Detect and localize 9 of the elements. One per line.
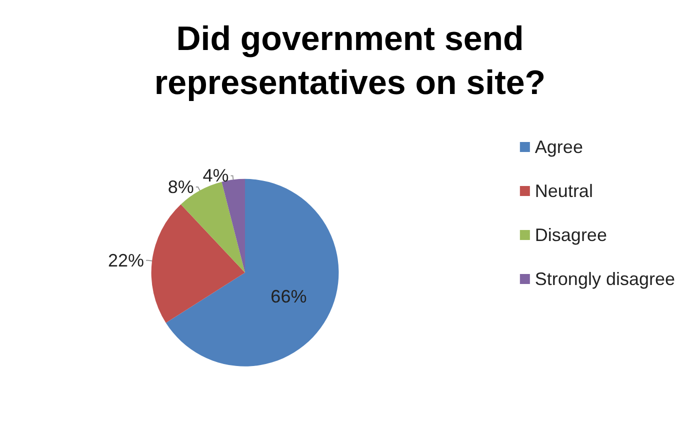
chart-title: Did government send representatives on site?	[154, 20, 546, 102]
legend-label: Strongly disagree	[534, 269, 676, 289]
data-label: 4%	[202, 166, 229, 186]
data-label: 8%	[168, 177, 194, 198]
data-label: 22%	[108, 250, 144, 270]
legend-label: Neutral	[534, 181, 593, 201]
legend-label: Disagree	[534, 225, 607, 245]
legend-label: Agree	[534, 137, 583, 157]
data-label: 66%	[270, 286, 307, 307]
